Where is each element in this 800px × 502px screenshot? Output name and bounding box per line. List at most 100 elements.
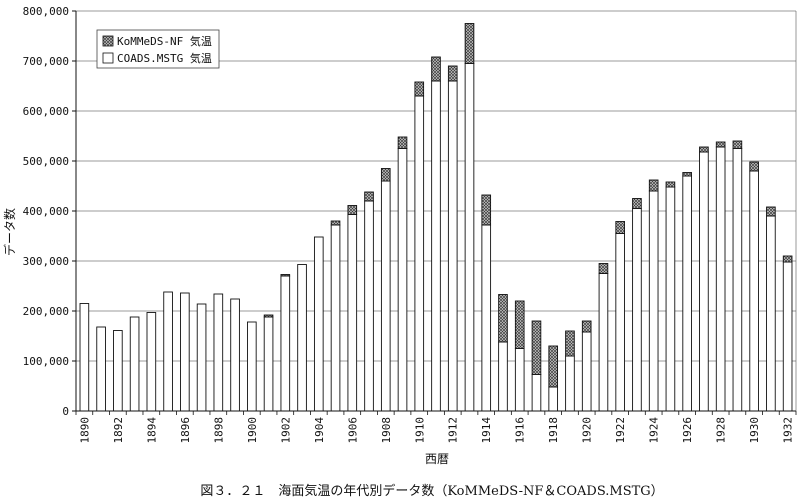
legend-box <box>96 29 220 69</box>
bar-coads-1904 <box>313 236 324 412</box>
bar-kommeds-1913 <box>464 23 475 64</box>
bar-coads-1930 <box>749 170 759 412</box>
bar-coads-1928 <box>715 146 726 412</box>
bar-coads-1911 <box>431 80 441 412</box>
bar-coads-1913 <box>464 63 475 412</box>
bar-kommeds-1917 <box>531 320 542 375</box>
y-tick-label: 700,000 <box>23 55 69 68</box>
bar-kommeds-1910 <box>414 81 425 97</box>
bar-coads-1912 <box>447 80 458 412</box>
bar-coads-1907 <box>364 200 374 412</box>
figure-caption: 図３．２１ 海面気温の年代別データ数（KoMMeDS-NF＆COADS.MSTG… <box>200 483 663 499</box>
bar-coads-1926 <box>682 175 692 412</box>
x-tick-label: 1910 <box>413 417 426 444</box>
bar-kommeds-1919 <box>565 330 575 357</box>
bar-kommeds-1916 <box>514 300 525 349</box>
legend-swatch-kommeds <box>102 35 114 47</box>
bar-kommeds-1932 <box>782 255 793 263</box>
bar-kommeds-1918 <box>548 345 559 388</box>
bars <box>79 23 793 412</box>
legend-label-coads: COADS.MSTG 気温 <box>117 51 212 65</box>
bar-kommeds-1914 <box>481 194 492 226</box>
bar-kommeds-1906 <box>347 205 358 215</box>
x-tick-label: 1916 <box>514 417 527 444</box>
bar-kommeds-1909 <box>397 136 408 149</box>
legend-swatch-coads <box>102 52 114 64</box>
bar-coads-1894 <box>146 312 157 412</box>
bar-kommeds-1926 <box>682 172 692 177</box>
bar-coads-1895 <box>163 291 173 412</box>
bar-kommeds-1931 <box>766 206 776 217</box>
x-tick-label: 1904 <box>313 417 326 444</box>
axes <box>72 10 797 415</box>
bar-coads-1921 <box>598 273 609 412</box>
bar-kommeds-1930 <box>749 161 759 172</box>
bar-kommeds-1924 <box>648 179 659 192</box>
bar-coads-1909 <box>397 148 408 412</box>
bar-coads-1916 <box>514 348 525 412</box>
bar-kommeds-1928 <box>715 141 726 148</box>
y-tick-label: 800,000 <box>23 5 69 18</box>
bar-kommeds-1901 <box>263 314 274 318</box>
x-tick-label: 1920 <box>581 417 594 444</box>
x-tick-label: 1926 <box>681 417 694 444</box>
bar-coads-1892 <box>113 330 123 412</box>
x-tick-label: 1906 <box>346 417 359 444</box>
bar-coads-1900 <box>247 321 257 412</box>
bar-coads-1931 <box>766 215 776 412</box>
x-tick-label: 1932 <box>782 417 795 444</box>
bar-coads-1891 <box>96 326 106 412</box>
bar-coads-1908 <box>380 180 391 412</box>
y-axis-title: データ数 <box>2 208 17 256</box>
bar-kommeds-1929 <box>732 140 743 149</box>
bar-coads-1914 <box>481 224 492 412</box>
bar-coads-1906 <box>347 214 358 412</box>
bar-kommeds-1902 <box>280 274 291 277</box>
x-tick-label: 1930 <box>748 417 761 444</box>
bar-coads-1932 <box>782 261 793 412</box>
y-tick-label: 400,000 <box>23 205 69 218</box>
bar-coads-1927 <box>699 151 709 412</box>
x-tick-label: 1922 <box>614 417 627 444</box>
bar-coads-1893 <box>129 316 140 412</box>
x-tick-label: 1908 <box>380 417 393 444</box>
bar-coads-1890 <box>79 303 90 412</box>
x-tick-labels: 1890 1892 1894 1896 1898 1900 1902 1904 1906 1908… <box>78 417 794 444</box>
y-tick-label: 300,000 <box>23 255 69 268</box>
bar-coads-1899 <box>230 298 240 412</box>
legend: KoMMeDS-NF 気温 COADS.MSTG 気温 <box>96 29 220 69</box>
y-tick-label: 0 <box>62 405 69 418</box>
bar-coads-1922 <box>615 233 625 412</box>
x-tick-label: 1902 <box>279 417 292 444</box>
bar-coads-1896 <box>180 292 190 412</box>
x-tick-label: 1890 <box>78 417 91 444</box>
bar-coads-1924 <box>648 190 659 412</box>
bar-coads-1902 <box>280 275 291 412</box>
y-tick-label: 200,000 <box>23 305 69 318</box>
x-tick-label: 1918 <box>547 417 560 444</box>
bar-kommeds-1920 <box>581 320 592 333</box>
x-tick-label: 1912 <box>447 417 460 444</box>
y-tick-label: 100,000 <box>23 355 69 368</box>
bar-coads-1919 <box>565 355 575 412</box>
bar-kommeds-1923 <box>632 198 642 209</box>
x-tick-label: 1898 <box>212 417 225 444</box>
bar-coads-1920 <box>581 331 592 412</box>
bar-kommeds-1905 <box>330 220 341 226</box>
y-tick-labels: 0 100,000 200,000 300,000 400,000 500,000 600,… <box>23 5 69 418</box>
x-tick-label: 1892 <box>112 417 125 444</box>
bar-coads-1925 <box>665 186 676 412</box>
bar-kommeds-1915 <box>498 294 508 343</box>
bar-coads-1903 <box>297 264 307 412</box>
y-tick-label: 500,000 <box>23 155 69 168</box>
bar-coads-1923 <box>632 208 642 412</box>
bar-kommeds-1925 <box>665 181 676 188</box>
x-axis-title: 西暦 <box>425 452 449 466</box>
bar-coads-1917 <box>531 374 542 412</box>
legend-label-kommeds: KoMMeDS-NF 気温 <box>117 34 212 48</box>
x-tick-label: 1896 <box>179 417 192 444</box>
bar-coads-1897 <box>196 303 207 412</box>
bar-kommeds-1927 <box>699 146 709 153</box>
x-tick-label: 1900 <box>246 417 259 444</box>
